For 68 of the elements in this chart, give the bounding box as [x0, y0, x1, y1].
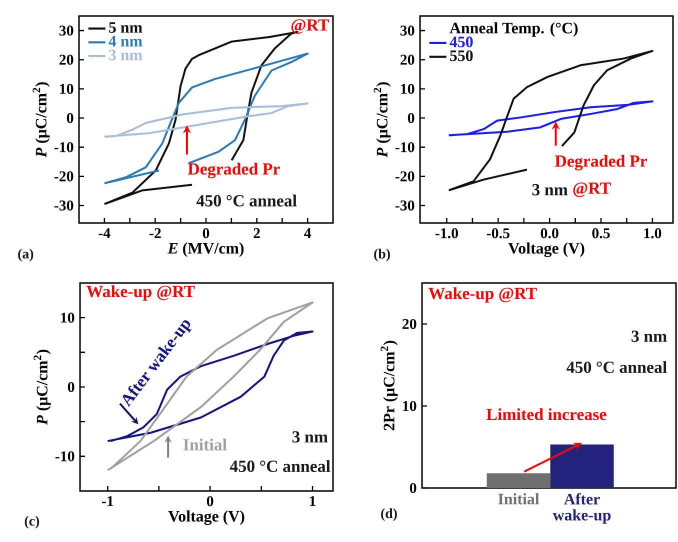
x-tick-label: 4	[304, 228, 312, 238]
x-tick-label: 0.5	[592, 228, 610, 238]
annotation: 450 °C anneal	[196, 194, 297, 206]
x-tick-label: 1	[310, 496, 316, 506]
y-tick-label: 10	[60, 84, 74, 94]
x-tick-label: After wake-up	[552, 493, 611, 524]
annotation: @RT	[291, 19, 330, 34]
line-series	[103, 102, 309, 138]
x-axis-title: Voltage (V)	[168, 510, 244, 526]
y-tick-label: -10	[54, 142, 74, 152]
y-axis-title: P (μC/cm$^{2}$)	[32, 82, 50, 158]
y-tick-label: 10	[61, 312, 74, 323]
y-tick-label: -30	[395, 200, 414, 211]
y-tick-label: -30	[54, 200, 74, 211]
x-tick-label: -1.0	[435, 228, 458, 238]
legend-title: Anneal Temp. (°C)	[450, 22, 578, 37]
annotation: Degraded Pr	[554, 154, 647, 170]
annotation: 3 nm	[292, 431, 328, 443]
text: 3 nm	[632, 330, 667, 342]
y-tick-label: 20	[400, 54, 414, 65]
y-tick-label: 20	[60, 54, 74, 65]
x-axis-title: Voltage (V)	[508, 242, 584, 258]
x-tick-label: -0.5	[486, 228, 510, 238]
y-tick-label: -20	[54, 171, 74, 182]
text: (c)	[24, 516, 40, 529]
annotation: Wake-up @RT	[86, 285, 195, 301]
text: (d)	[381, 508, 397, 521]
x-tick-label: 1.0	[644, 228, 662, 238]
y-tick-label: 10	[403, 400, 416, 412]
y-tick-label: -10	[395, 142, 414, 152]
y-tick-label: 10	[401, 84, 414, 94]
x-tick-label: -4	[98, 228, 110, 238]
annotation: 450 °C anneal	[566, 361, 667, 373]
annotation: 450 °C anneal	[230, 460, 330, 472]
x-tick-label: 0.0	[540, 228, 558, 238]
y-tick-label: 0	[410, 482, 416, 494]
annotation: Wake-up @RT	[428, 287, 537, 303]
text: (b)	[374, 248, 390, 262]
x-axis-title: E (MV/cm)	[168, 242, 244, 257]
text: (a)	[18, 248, 34, 262]
y-axis-title: P (μC/cm$^{2}$)	[374, 82, 391, 158]
annotation: 3 nm	[532, 184, 568, 196]
legend-label: 550	[450, 50, 473, 62]
x-tick-label: 0	[202, 228, 210, 238]
annotation: Degraded Pr	[188, 162, 280, 178]
x-tick-label: 0	[206, 496, 214, 506]
y-tick-label: -20	[395, 171, 414, 182]
y-tick-label: -10	[55, 451, 74, 462]
legend-label: 4 nm	[108, 36, 142, 46]
y-axis-title: 2Pr (μC/cm$^{2}$)	[380, 340, 398, 430]
legend-label: 3 nm	[109, 50, 142, 60]
x-tick-label: Initial	[498, 493, 540, 504]
line-series	[448, 100, 654, 136]
y-axis-title: P (μC/cm$^{2}$)	[34, 350, 51, 425]
legend-label: 5 nm	[109, 22, 142, 33]
y-tick-label: 0	[66, 112, 74, 124]
x-tick-label: -1	[102, 496, 114, 506]
y-tick-label: 0	[408, 112, 414, 124]
x-tick-label: 2	[254, 228, 260, 238]
annotation: Limited increase	[486, 408, 606, 420]
x-tick-label: -2	[150, 228, 161, 238]
y-tick-label: 30	[400, 26, 414, 36]
y-tick-label: 0	[68, 382, 74, 392]
series-label: Initial	[183, 438, 227, 450]
annotation: @RT	[573, 182, 611, 197]
y-tick-label: 30	[59, 26, 74, 36]
legend-label: 450	[450, 36, 473, 48]
y-tick-label: 20	[402, 318, 416, 330]
